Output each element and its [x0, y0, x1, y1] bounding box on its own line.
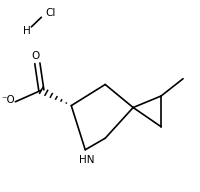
- Text: ⁻O: ⁻O: [2, 95, 15, 105]
- Text: Cl: Cl: [45, 8, 55, 18]
- Text: H: H: [23, 26, 31, 36]
- Text: O: O: [31, 51, 39, 61]
- Text: HN: HN: [79, 155, 95, 165]
